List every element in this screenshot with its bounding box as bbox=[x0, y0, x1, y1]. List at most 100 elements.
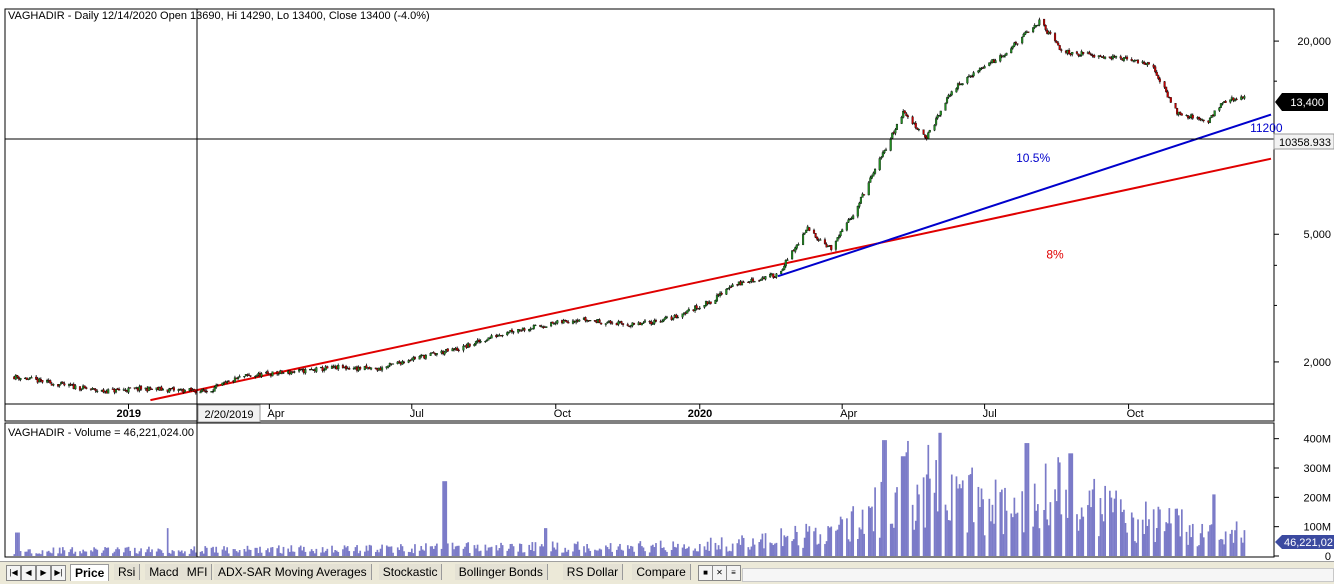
candle-body bbox=[797, 244, 800, 246]
volume-bar bbox=[605, 545, 607, 556]
volume-bar bbox=[1199, 533, 1202, 556]
candle-body bbox=[870, 175, 873, 179]
candle-body bbox=[534, 324, 537, 326]
volume-bar bbox=[946, 510, 948, 556]
next-page-icon[interactable]: ▶ bbox=[36, 565, 51, 581]
candle-body bbox=[550, 322, 553, 327]
candle-body bbox=[873, 169, 877, 174]
tab-stockastic[interactable]: Stockastic bbox=[378, 564, 443, 580]
candle-body bbox=[1143, 62, 1146, 65]
first-page-icon[interactable]: |◀ bbox=[6, 565, 21, 581]
volume-bar bbox=[1108, 490, 1111, 556]
candle-body bbox=[247, 374, 251, 376]
volume-bar bbox=[1119, 499, 1122, 556]
last-page-icon[interactable]: ▶| bbox=[51, 565, 66, 581]
candle-body bbox=[839, 231, 842, 237]
candle-body bbox=[859, 197, 863, 204]
stock-chart[interactable]: 10.5% 8% 11200 2,000 5,000 20,000 VAGHADIR -… bbox=[0, 0, 1334, 561]
volume-bar bbox=[282, 546, 285, 556]
candle-body bbox=[114, 389, 118, 393]
close-tab-icon[interactable]: ✕ bbox=[712, 565, 727, 581]
volume-bar bbox=[385, 545, 388, 556]
candle-body bbox=[725, 288, 728, 295]
candle-body bbox=[665, 316, 668, 318]
volume-bar bbox=[179, 551, 182, 556]
candle-body bbox=[905, 113, 908, 116]
tab-price[interactable]: Price bbox=[70, 564, 110, 581]
prev-page-icon[interactable]: ◀ bbox=[21, 565, 36, 581]
candle-body bbox=[510, 329, 513, 332]
volume-bar bbox=[321, 547, 324, 556]
candle-body bbox=[385, 366, 388, 369]
volume-bar bbox=[860, 529, 862, 556]
volume-bar bbox=[896, 487, 898, 556]
candle-body bbox=[1130, 59, 1133, 61]
volume-bar bbox=[958, 484, 961, 556]
candle-body bbox=[107, 389, 110, 394]
candle-body bbox=[1027, 31, 1030, 33]
volume-bar bbox=[874, 487, 876, 556]
volume-bar bbox=[123, 552, 125, 556]
tab-compare[interactable]: Compare bbox=[632, 564, 691, 580]
volume-bar bbox=[270, 547, 272, 556]
volume-bar bbox=[597, 550, 599, 556]
candle-body bbox=[642, 322, 645, 324]
candle-body bbox=[507, 332, 510, 334]
tab-rs-dollar[interactable]: RS Dollar bbox=[562, 564, 624, 580]
volume-bar bbox=[736, 543, 739, 556]
volume-bar bbox=[118, 549, 121, 556]
candle-body bbox=[883, 150, 886, 154]
volume-bar bbox=[238, 550, 241, 556]
volume-bar bbox=[91, 551, 94, 556]
candle-body bbox=[190, 387, 193, 391]
candle-body bbox=[556, 320, 559, 324]
volume-bar bbox=[795, 531, 798, 556]
price-pane[interactable] bbox=[4, 8, 1275, 405]
volume-bar bbox=[791, 541, 793, 556]
volume-bar bbox=[929, 478, 931, 556]
volume-bar bbox=[786, 535, 789, 556]
candle-body bbox=[1218, 107, 1221, 111]
volume-bar bbox=[725, 546, 728, 556]
volume-bar bbox=[872, 531, 875, 556]
volume-bar bbox=[972, 522, 975, 556]
volume-bar bbox=[35, 553, 38, 556]
candle-body bbox=[726, 288, 729, 290]
tab-macd[interactable]: Macd bbox=[145, 564, 184, 580]
menu-icon[interactable]: ≡ bbox=[726, 565, 741, 581]
volume-bar bbox=[1152, 509, 1155, 556]
volume-bar bbox=[508, 548, 510, 556]
volume-bar bbox=[1202, 537, 1205, 556]
volume-bar bbox=[730, 551, 732, 556]
volume-bar bbox=[235, 551, 238, 556]
tab-moving-averages[interactable]: Moving Averages bbox=[270, 564, 372, 580]
tab-adx-sar[interactable]: ADX-SAR bbox=[214, 564, 277, 580]
candle-body bbox=[736, 284, 739, 286]
volume-pane[interactable] bbox=[4, 422, 1275, 558]
volume-bar bbox=[389, 546, 391, 556]
horizontal-scrollbar[interactable] bbox=[742, 568, 1334, 582]
volume-bar bbox=[1243, 530, 1246, 556]
volume-bar bbox=[863, 533, 865, 556]
volume-bar bbox=[1057, 457, 1060, 556]
lock-icon[interactable]: ■ bbox=[698, 565, 713, 581]
volume-bar bbox=[476, 544, 479, 556]
tab-mfi[interactable]: MFI bbox=[182, 564, 213, 580]
tab-rsi[interactable]: Rsi bbox=[114, 564, 141, 580]
volume-bar bbox=[434, 545, 437, 556]
volume-bar bbox=[495, 545, 498, 556]
volume-bar bbox=[313, 553, 316, 556]
volume-bar bbox=[968, 475, 970, 556]
volume-bar bbox=[1135, 542, 1138, 556]
tab-bollinger-bonds[interactable]: Bollinger Bonds bbox=[454, 564, 548, 580]
volume-bar bbox=[633, 551, 635, 556]
volume-bar bbox=[1077, 530, 1080, 556]
candle-body bbox=[1022, 33, 1025, 37]
candle-body bbox=[551, 321, 554, 324]
volume-bar bbox=[1088, 490, 1091, 556]
volume-bar bbox=[969, 474, 972, 556]
volume-bar bbox=[38, 553, 41, 556]
volume-bar bbox=[418, 550, 421, 556]
volume-bar bbox=[716, 549, 718, 556]
volume-bar bbox=[1005, 510, 1008, 556]
